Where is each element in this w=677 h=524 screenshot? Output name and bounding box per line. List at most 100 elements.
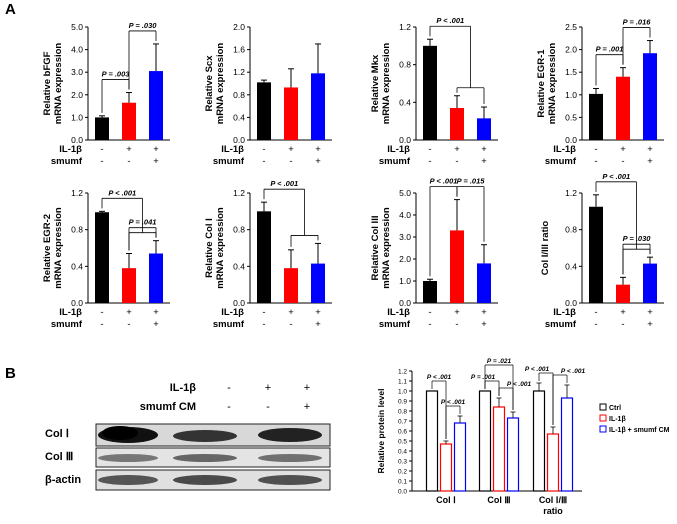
legend-swatch <box>599 414 607 422</box>
row-sign: + <box>647 307 653 318</box>
row-sign: - <box>594 156 597 167</box>
blot-label-actin: β-actin <box>45 474 81 486</box>
row-label-il1b: IL-1β <box>553 307 576 318</box>
y-tick-label: 1.2 <box>233 188 245 198</box>
row-sign: + <box>454 144 460 155</box>
legend-label: IL-1β + smumf CM <box>609 427 670 434</box>
bar <box>492 406 506 492</box>
row-sign: - <box>428 319 431 330</box>
p-value-label: P = .016 <box>623 18 652 27</box>
bar <box>149 71 163 140</box>
bar <box>643 263 657 303</box>
row-sign: - <box>100 307 103 318</box>
y-tick-label: 2.5 <box>565 22 577 32</box>
y-tick-label: 0.0 <box>398 489 407 496</box>
p-value-label: P < .001 <box>441 399 466 406</box>
blot-band <box>173 475 237 485</box>
y-tick-label: 0.8 <box>233 225 245 235</box>
y-tick-label: 0.8 <box>233 90 245 100</box>
y-tick-label: 0.0 <box>71 298 83 308</box>
bar <box>311 263 325 303</box>
row-label-il1b: IL-1β <box>221 144 244 155</box>
bar <box>311 73 325 140</box>
y-tick-label: 0.8 <box>71 225 83 235</box>
row-label-smumf: smumf <box>545 156 577 167</box>
legend-label: IL-1β <box>609 416 626 423</box>
row-sign: + <box>288 144 294 155</box>
row-sign: - <box>594 144 597 155</box>
row-sign: - <box>262 144 265 155</box>
row-sign: - <box>428 307 431 318</box>
row-sign: + <box>153 319 159 330</box>
p-value-label: P = .001 <box>471 374 496 381</box>
y-tick-label: 0.0 <box>565 135 577 145</box>
row-sign: - <box>428 156 431 167</box>
x-category-label: Col Ⅰ <box>436 495 456 505</box>
y-tick-label: 1.2 <box>71 188 83 198</box>
y-tick-label: 0.4 <box>565 261 577 271</box>
mrna-chart: 0.0 0.4 0.8 1.2 Col I/III ratio P < .001 P = .… <box>540 172 664 330</box>
bar <box>560 397 574 492</box>
y-tick-label: 0.7 <box>398 419 407 426</box>
row-label-smumf: smumf <box>545 319 577 330</box>
mrna-chart: 0.0 0.4 0.8 1.2 1.6 2.0 Relative Scx mRNA expre… <box>204 22 332 167</box>
row-sign: - <box>621 156 624 167</box>
blot-sign: + <box>304 382 310 394</box>
row-label-smumf: smumf <box>213 156 245 167</box>
row-sign: + <box>620 144 626 155</box>
blot-sign: - <box>227 382 231 394</box>
legend-swatch <box>599 425 607 433</box>
y-axis-label: Relative bFGF <box>42 51 53 115</box>
row-sign: - <box>289 319 292 330</box>
y-tick-label: 0.0 <box>399 298 411 308</box>
row-sign: - <box>100 319 103 330</box>
row-sign: + <box>481 307 487 318</box>
y-tick-label: 1.6 <box>233 45 245 55</box>
blot-band <box>102 426 138 440</box>
blot-sign: - <box>266 401 270 413</box>
bar <box>589 206 603 303</box>
y-tick-label: 1.0 <box>71 112 83 122</box>
row-sign: + <box>315 319 321 330</box>
y-tick-label: 0.0 <box>233 298 245 308</box>
bar <box>643 53 657 140</box>
y-tick-label: 0.0 <box>71 135 83 145</box>
panel-label-a: A <box>5 1 16 18</box>
y-tick-label: 1.2 <box>565 188 577 198</box>
x-category-label: Col Ⅰ/Ⅲ <box>539 495 567 505</box>
blot-band <box>173 454 237 462</box>
row-sign: - <box>621 319 624 330</box>
row-sign: - <box>455 156 458 167</box>
row-label-il1b: IL-1β <box>387 307 410 318</box>
p-value-label: P = .003 <box>102 70 131 79</box>
mrna-chart: 0.0 1.0 2.0 3.0 4.0 5.0 Relative Col III mRNA e… <box>370 177 498 330</box>
y-tick-label: 0.4 <box>398 449 407 456</box>
y-tick-label: 2.0 <box>71 90 83 100</box>
row-sign: + <box>647 156 653 167</box>
row-label-smumf: smumf <box>379 156 411 167</box>
p-value-label: P = .001 <box>596 45 624 54</box>
row-sign: + <box>481 144 487 155</box>
blot-label-col3: Col Ⅲ <box>45 451 73 463</box>
bar <box>257 82 271 140</box>
row-sign: - <box>100 156 103 167</box>
p-value-label: P < .001 <box>507 381 532 388</box>
mrna-chart: 0.0 1.0 2.0 3.0 4.0 5.0 Relative bFGF mRNA expr… <box>42 21 170 167</box>
row-label-smumf: smumf <box>51 319 83 330</box>
bar <box>423 45 437 141</box>
bar <box>439 443 453 492</box>
row-sign: + <box>315 156 321 167</box>
bar <box>122 268 136 303</box>
p-value-label: P < .001 <box>270 179 298 188</box>
row-sign: + <box>126 144 132 155</box>
p-value-label: P < .001 <box>430 177 458 186</box>
blot-band <box>258 475 322 485</box>
y-tick-label: 0.2 <box>398 469 407 476</box>
legend-swatch <box>599 403 607 411</box>
p-value-label: P = .021 <box>487 358 512 365</box>
western-blot: IL-1β smumf CM - + + - - + Col Ⅰ Col Ⅲ β… <box>45 382 331 491</box>
y-tick-label: 3.0 <box>71 67 83 77</box>
p-value-label: P < .001 <box>427 374 452 381</box>
y-axis-label: mRNA expression <box>381 43 392 125</box>
